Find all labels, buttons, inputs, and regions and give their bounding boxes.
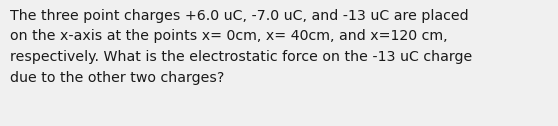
Text: The three point charges +6.0 uC, -7.0 uC, and -13 uC are placed
on the x-axis at: The three point charges +6.0 uC, -7.0 uC… (10, 9, 472, 85)
